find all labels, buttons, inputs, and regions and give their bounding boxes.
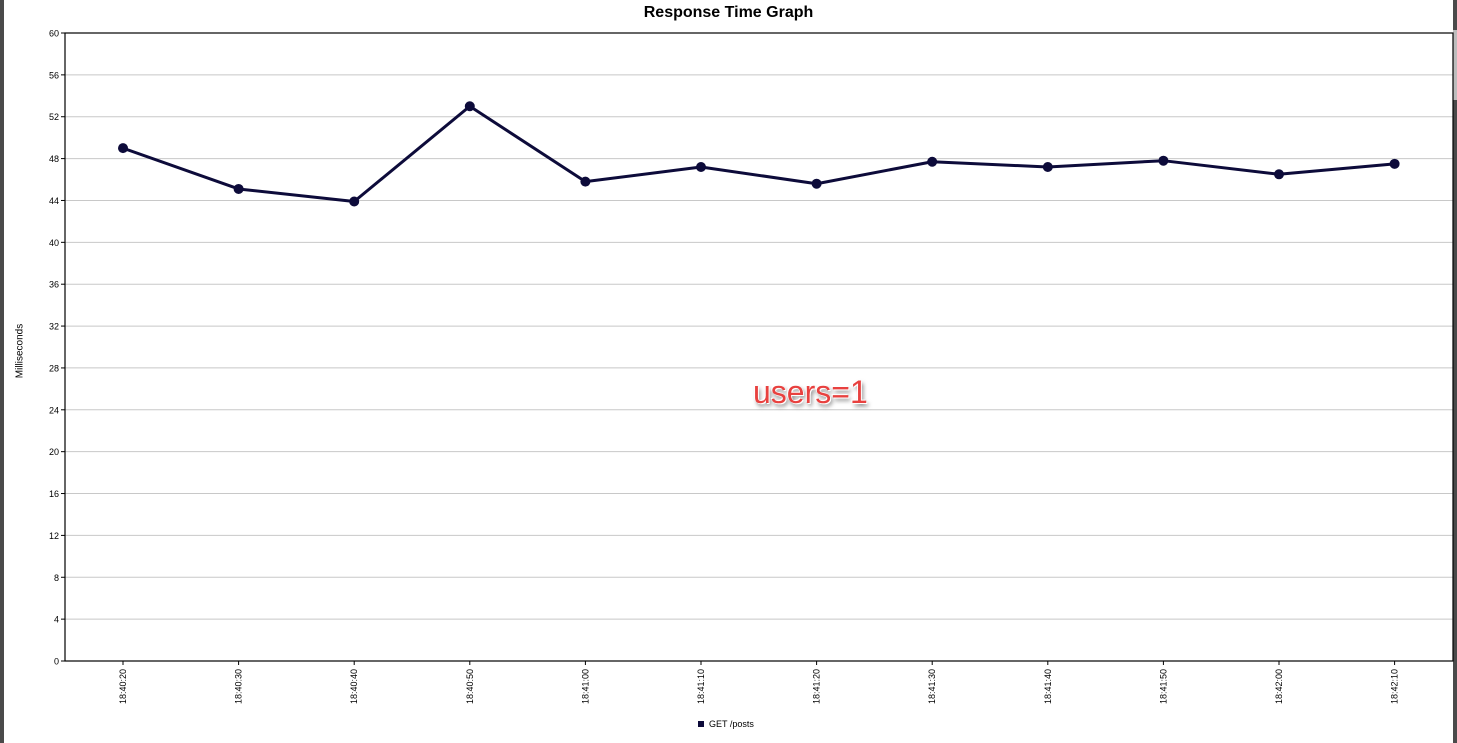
data-point	[233, 183, 244, 194]
data-point	[349, 196, 360, 207]
data-point	[464, 101, 475, 112]
data-point	[1158, 155, 1169, 166]
x-tick-label: 18:41:20	[812, 669, 822, 704]
x-tick-label: 18:41:50	[1158, 669, 1168, 704]
data-point	[118, 143, 128, 154]
data-point	[811, 178, 822, 189]
y-tick-label: 24	[49, 405, 59, 415]
x-tick-label: 18:40:50	[465, 669, 475, 704]
y-tick-label: 36	[49, 280, 59, 290]
x-tick-label: 18:42:10	[1390, 669, 1400, 704]
data-point	[696, 161, 706, 172]
window-scrollbar[interactable]	[1453, 30, 1457, 100]
data-point	[1042, 161, 1053, 172]
x-tick-label: 18:41:30	[927, 669, 937, 704]
chart-title: Response Time Graph	[643, 4, 814, 21]
y-tick-label: 48	[49, 154, 59, 164]
y-tick-label: 12	[49, 531, 59, 541]
y-tick-label: 52	[49, 112, 59, 122]
data-point	[1389, 158, 1400, 169]
annotation-label: users=1	[753, 374, 868, 410]
x-tick-label: 18:40:20	[118, 669, 128, 704]
y-tick-label: 44	[49, 196, 59, 206]
y-tick-label: 16	[49, 489, 59, 499]
x-tick-label: 18:40:40	[349, 669, 359, 704]
y-tick-label: 8	[54, 573, 59, 583]
plot-background	[65, 33, 1453, 661]
data-point	[1274, 169, 1284, 180]
plot-border	[64, 32, 1454, 662]
legend-label: GET /posts	[709, 719, 754, 729]
legend: GET /posts	[698, 719, 754, 729]
window-frame-right	[1453, 0, 1457, 743]
y-tick-label: 40	[49, 238, 59, 248]
data-point	[927, 156, 938, 167]
x-tick-label: 18:41:10	[696, 669, 706, 704]
x-tick-label: 18:42:00	[1274, 669, 1284, 704]
window-frame-left	[0, 0, 4, 743]
y-tick-label: 60	[49, 29, 59, 39]
y-tick-label: 0	[54, 657, 59, 667]
y-tick-label: 28	[49, 363, 59, 373]
x-tick-label: 18:40:30	[234, 669, 244, 704]
y-tick-label: 32	[49, 322, 59, 332]
data-point	[580, 176, 591, 187]
legend-swatch-icon	[698, 721, 704, 727]
y-tick-label: 56	[49, 70, 59, 80]
x-tick-label: 18:41:40	[1043, 669, 1053, 704]
x-tick-label: 18:41:00	[580, 669, 590, 704]
y-tick-label: 20	[49, 447, 59, 457]
series-line	[122, 104, 1395, 204]
y-tick-label: 4	[54, 615, 59, 625]
